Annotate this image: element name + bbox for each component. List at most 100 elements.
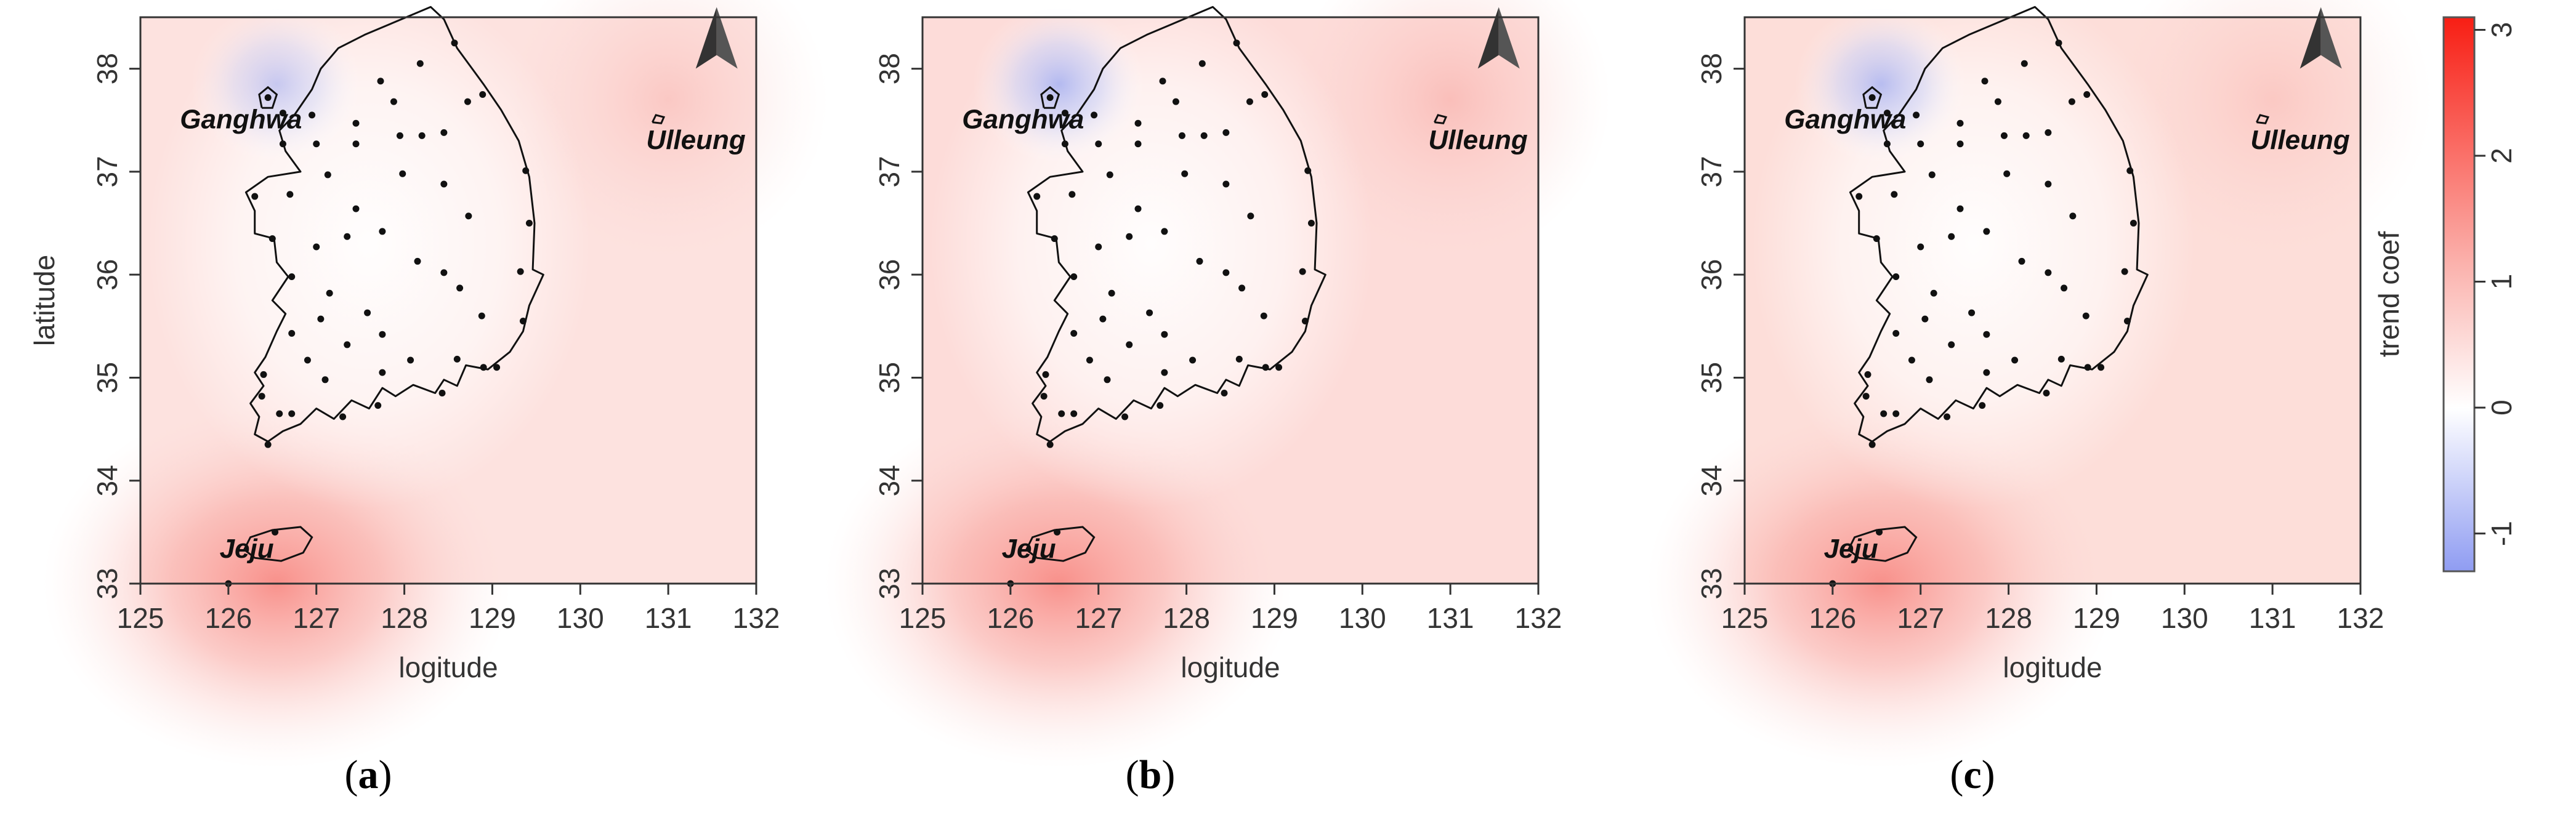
station-point <box>440 129 448 136</box>
station-point <box>1260 312 1267 320</box>
station-point <box>1134 140 1142 148</box>
station-point <box>2021 60 2028 67</box>
ganghwa-coastline <box>1862 86 1883 109</box>
station-point <box>1921 315 1929 323</box>
station-point <box>1108 289 1115 297</box>
colorbar-tick-label: 3 <box>2485 22 2517 38</box>
station-point <box>1146 309 1153 316</box>
station-point <box>304 356 311 364</box>
station-point <box>1189 356 1197 364</box>
x-tick-label: 131 <box>1427 602 1474 634</box>
station-point <box>260 371 267 378</box>
station-point <box>2082 312 2089 320</box>
station-point <box>2011 356 2019 364</box>
station-point <box>2003 170 2011 177</box>
station-point <box>1908 356 1915 364</box>
station-point <box>1126 233 1133 240</box>
station-point <box>324 171 331 179</box>
station-point <box>1913 111 1920 119</box>
station-point <box>1091 111 1098 119</box>
station-point <box>1070 410 1078 417</box>
station-point <box>2069 212 2077 220</box>
station-point <box>1968 309 1976 316</box>
station-point <box>344 233 351 240</box>
north-arrow-icon <box>2299 7 2342 69</box>
ulleung-coastline <box>2256 114 2270 124</box>
station-point <box>313 243 320 251</box>
station-point <box>272 528 279 536</box>
station-point <box>279 110 286 117</box>
station-point <box>1068 191 1076 198</box>
station-point <box>1956 205 1964 212</box>
station-point <box>390 98 397 105</box>
place-label-ulleung: Ulleung <box>2250 125 2349 155</box>
station-point <box>2045 180 2052 188</box>
station-point <box>2045 269 2052 276</box>
station-point <box>1095 243 1102 251</box>
station-point <box>1172 98 1179 105</box>
station-point <box>438 390 446 397</box>
station-point <box>440 180 448 188</box>
station-point <box>2098 364 2105 371</box>
station-point <box>2022 132 2030 139</box>
x-tick-label: 128 <box>1985 602 2032 634</box>
panel-caption: (a) <box>345 752 392 797</box>
station-point <box>1304 167 1312 174</box>
station-point <box>379 228 386 235</box>
station-point <box>525 220 533 227</box>
y-tick-label: 36 <box>1695 259 1727 291</box>
station-point <box>440 269 448 276</box>
place-label-ganghwa: Ganghwa <box>962 105 1084 135</box>
x-tick-label: 128 <box>1163 602 1210 634</box>
station-point <box>1983 369 1990 376</box>
station-point <box>1134 119 1142 127</box>
station-point <box>1275 364 1283 371</box>
station-point <box>1238 284 1246 292</box>
map-panel-c: Ganghwa Ulleung Jeju 125 126 127 128 129 130 131 1… <box>1647 0 2433 797</box>
x-tick-label: 129 <box>469 602 516 634</box>
station-point <box>1157 402 1164 409</box>
x-tick-label: 128 <box>381 602 428 634</box>
x-tick-label: 129 <box>1251 602 1298 634</box>
x-axis-label: logitude <box>398 651 498 683</box>
station-point <box>493 364 501 371</box>
station-point <box>1956 140 1964 148</box>
station-point <box>1979 402 1986 409</box>
station-point <box>1883 110 1891 117</box>
y-tick-label: 35 <box>1695 362 1727 393</box>
station-point <box>1070 330 1078 337</box>
station-point <box>1061 140 1068 148</box>
station-point <box>1161 331 1168 338</box>
station-point <box>416 60 424 67</box>
station-point <box>1299 268 1306 275</box>
station-point <box>1928 171 1936 179</box>
station-point <box>1983 331 1990 338</box>
x-tick-label: 131 <box>2249 602 2296 634</box>
north-arrow-icon <box>1477 7 1520 69</box>
station-point <box>1042 371 1049 378</box>
station-point <box>414 257 421 265</box>
station-point <box>522 167 530 174</box>
station-point <box>451 39 458 47</box>
ganghwa-coldspot <box>1795 4 1968 164</box>
station-point <box>1855 193 1863 200</box>
y-tick-label: 34 <box>91 465 123 496</box>
station-point <box>2084 364 2091 371</box>
station-point <box>1956 119 1964 127</box>
y-tick-label: 37 <box>873 156 905 187</box>
station-point <box>519 317 527 324</box>
station-point <box>1868 94 1876 101</box>
station-point <box>1126 341 1133 348</box>
station-point <box>1222 269 1230 276</box>
x-tick-label: 127 <box>293 602 340 634</box>
station-point <box>288 330 296 337</box>
x-tick-label: 130 <box>2161 602 2208 634</box>
station-point <box>1262 364 1269 371</box>
x-tick-label: 125 <box>899 602 947 634</box>
x-tick-label: 125 <box>1721 602 1769 634</box>
station-point <box>313 140 320 148</box>
station-point <box>344 341 351 348</box>
place-label-jeju: Jeju <box>1824 534 1878 564</box>
station-point <box>453 355 461 363</box>
